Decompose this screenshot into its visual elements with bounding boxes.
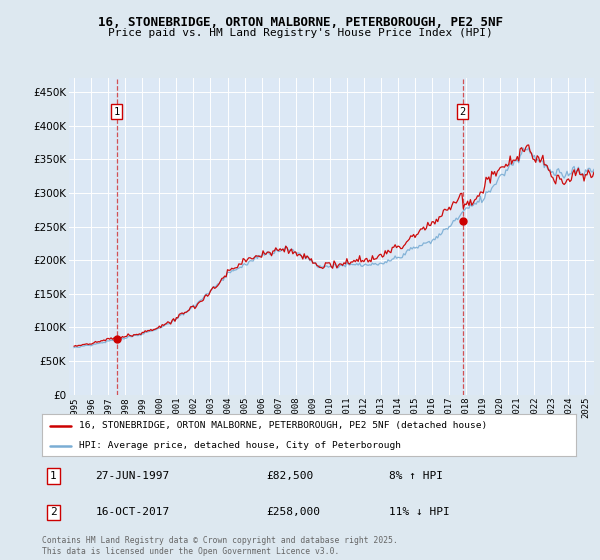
- Text: £258,000: £258,000: [266, 507, 320, 517]
- Text: 27-JUN-1997: 27-JUN-1997: [95, 471, 170, 481]
- Text: Price paid vs. HM Land Registry's House Price Index (HPI): Price paid vs. HM Land Registry's House …: [107, 28, 493, 38]
- Text: 2: 2: [460, 106, 466, 116]
- Text: 16, STONEBRIDGE, ORTON MALBORNE, PETERBOROUGH, PE2 5NF (detached house): 16, STONEBRIDGE, ORTON MALBORNE, PETERBO…: [79, 421, 488, 430]
- Text: 1: 1: [113, 106, 119, 116]
- Text: HPI: Average price, detached house, City of Peterborough: HPI: Average price, detached house, City…: [79, 441, 401, 450]
- Text: 11% ↓ HPI: 11% ↓ HPI: [389, 507, 450, 517]
- Text: 16-OCT-2017: 16-OCT-2017: [95, 507, 170, 517]
- Text: 2: 2: [50, 507, 57, 517]
- Text: Contains HM Land Registry data © Crown copyright and database right 2025.
This d: Contains HM Land Registry data © Crown c…: [42, 536, 398, 556]
- Text: 1: 1: [50, 471, 57, 481]
- Text: £82,500: £82,500: [266, 471, 314, 481]
- Text: 16, STONEBRIDGE, ORTON MALBORNE, PETERBOROUGH, PE2 5NF: 16, STONEBRIDGE, ORTON MALBORNE, PETERBO…: [97, 16, 503, 29]
- Text: 8% ↑ HPI: 8% ↑ HPI: [389, 471, 443, 481]
